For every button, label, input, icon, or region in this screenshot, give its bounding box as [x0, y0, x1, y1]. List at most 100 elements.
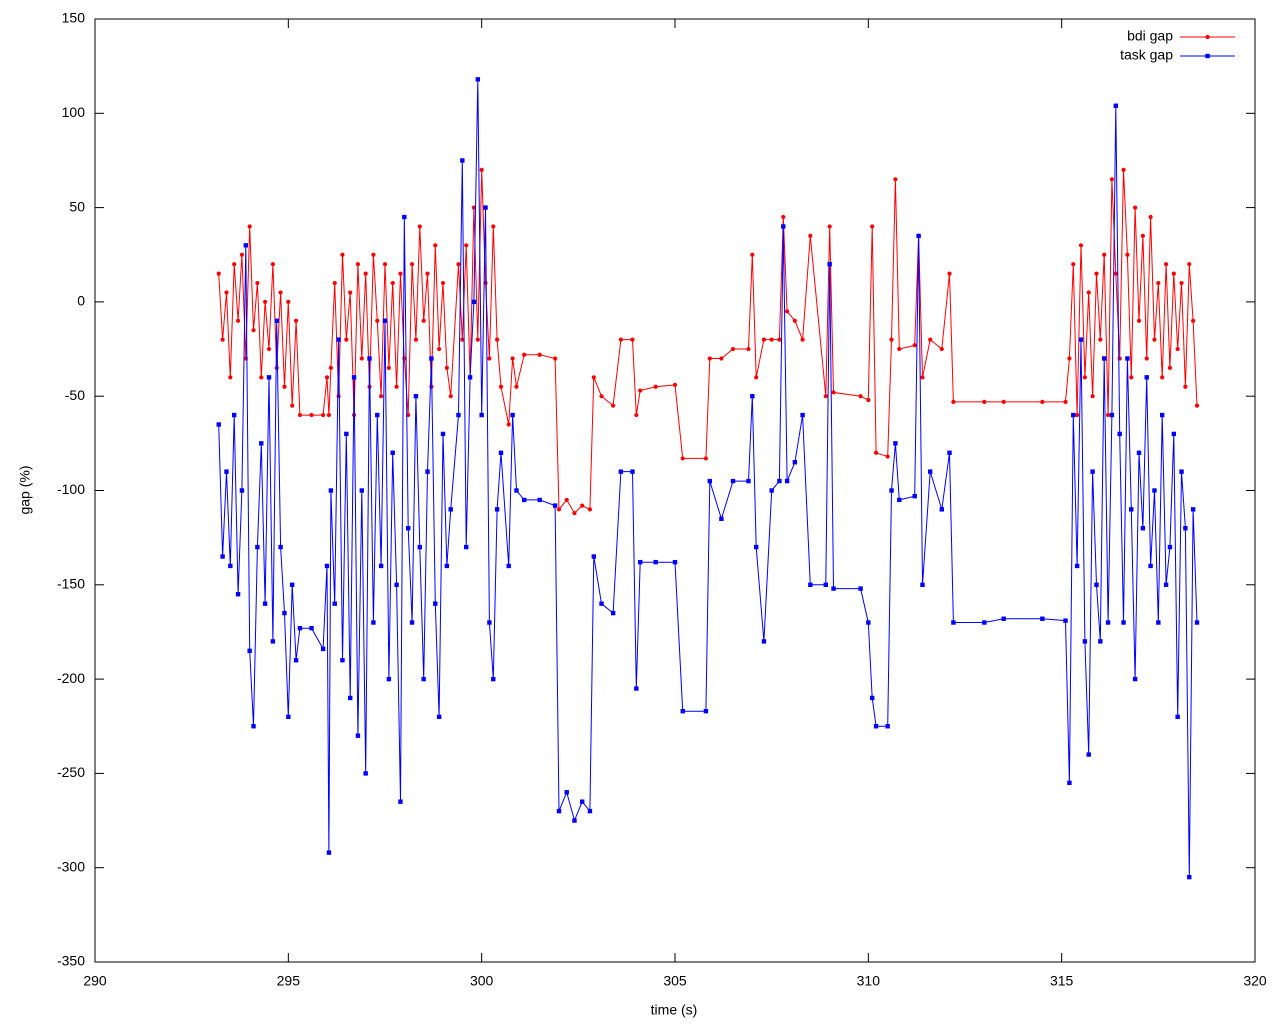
circle-marker	[885, 454, 890, 459]
circle-marker	[340, 252, 345, 257]
square-marker	[336, 337, 341, 342]
circle-marker	[479, 167, 484, 172]
square-marker	[394, 582, 399, 587]
circle-marker	[1194, 403, 1200, 408]
series-line	[218, 79, 1198, 878]
square-marker	[580, 799, 585, 804]
circle-marker	[580, 503, 585, 508]
square-marker	[320, 646, 326, 652]
series	[216, 167, 1200, 516]
circle-marker	[1129, 375, 1134, 380]
circle-marker	[587, 507, 593, 512]
circle-marker	[321, 412, 326, 418]
y-tick-label: -50	[65, 387, 85, 403]
circle-marker	[618, 337, 623, 342]
x-tick-label: 315	[1050, 973, 1074, 989]
circle-marker	[390, 280, 395, 286]
circle-marker	[611, 403, 616, 408]
square-marker	[506, 563, 511, 569]
circle-marker	[920, 375, 925, 380]
square-marker	[436, 714, 442, 720]
square-marker	[1063, 618, 1068, 623]
x-tick-label: 300	[470, 973, 494, 989]
circle-marker	[247, 224, 252, 229]
circle-marker	[1113, 271, 1118, 276]
square-marker	[235, 592, 241, 597]
square-marker	[920, 582, 925, 587]
square-marker	[440, 431, 446, 437]
square-marker	[1094, 582, 1099, 587]
square-marker	[386, 676, 392, 682]
square-marker	[406, 526, 411, 531]
circle-marker	[409, 262, 415, 267]
circle-marker	[1183, 384, 1188, 389]
square-marker	[761, 639, 767, 644]
circle-marker	[746, 346, 751, 352]
square-marker	[897, 497, 902, 503]
circle-marker	[344, 337, 349, 342]
circle-marker	[1078, 243, 1084, 248]
square-marker	[870, 695, 875, 701]
square-marker	[402, 214, 407, 220]
y-tick-label: -250	[57, 764, 85, 780]
circle-marker	[1075, 412, 1080, 418]
circle-marker	[792, 318, 797, 323]
circle-marker	[228, 375, 233, 380]
square-marker	[1187, 874, 1192, 880]
circle-marker	[398, 271, 403, 276]
square-marker	[464, 544, 469, 550]
square-marker	[823, 582, 828, 587]
circle-marker	[572, 511, 577, 516]
square-marker	[1167, 544, 1173, 550]
square-marker	[572, 818, 577, 823]
circle-marker	[514, 384, 519, 389]
square-marker	[293, 658, 299, 663]
square-marker	[398, 799, 403, 804]
square-marker	[270, 639, 276, 644]
square-marker	[278, 544, 283, 550]
square-marker	[409, 620, 415, 625]
circle-marker	[216, 271, 221, 276]
square-marker	[1132, 676, 1138, 682]
square-marker	[556, 808, 562, 814]
square-marker	[746, 478, 751, 484]
square-marker	[429, 356, 434, 361]
square-marker	[421, 676, 426, 682]
square-marker	[367, 356, 372, 361]
square-marker	[947, 450, 952, 455]
circle-marker	[394, 384, 399, 389]
square-marker	[309, 625, 314, 631]
square-marker	[232, 412, 237, 418]
square-marker	[216, 422, 221, 427]
x-tick-label: 320	[1243, 973, 1267, 989]
circle-marker	[672, 382, 678, 387]
circle-marker	[336, 394, 341, 399]
circle-marker	[522, 352, 527, 357]
square-marker	[290, 582, 295, 587]
square-marker	[274, 318, 279, 323]
circle-marker	[460, 337, 465, 342]
square-marker	[866, 620, 871, 625]
circle-marker	[556, 507, 562, 512]
circle-marker	[1152, 337, 1157, 342]
square-marker	[1098, 639, 1103, 644]
circle-marker	[823, 394, 828, 399]
circle-marker	[382, 262, 388, 267]
square-marker	[912, 493, 917, 499]
square-marker	[359, 488, 364, 493]
square-marker	[672, 559, 678, 565]
circle-marker	[239, 252, 245, 257]
circle-marker	[471, 205, 477, 210]
square-marker	[487, 620, 492, 625]
circle-marker	[437, 346, 442, 352]
circle-marker	[417, 224, 422, 229]
circle-marker	[255, 280, 260, 286]
circle-marker	[425, 271, 430, 276]
circle-marker	[638, 388, 643, 393]
square-marker	[1040, 616, 1045, 621]
circle-marker	[1067, 356, 1072, 361]
square-marker	[893, 441, 898, 446]
square-marker	[1152, 488, 1157, 493]
square-marker	[916, 233, 921, 239]
